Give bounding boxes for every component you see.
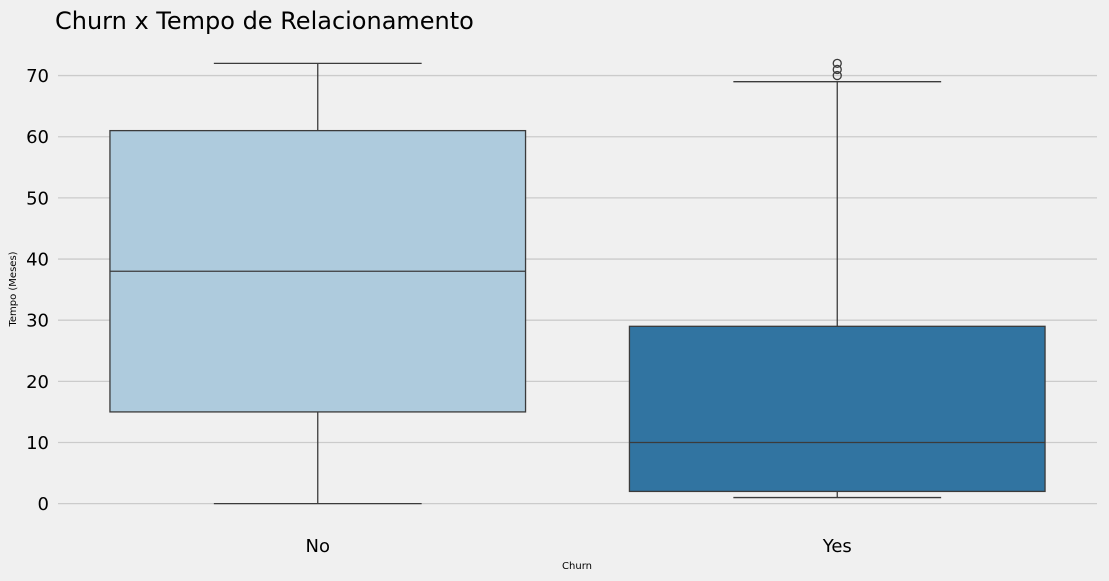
outlier-point	[832, 64, 842, 75]
outlier-point	[832, 70, 842, 81]
x-tick-label: No	[306, 536, 330, 557]
outlier-point	[832, 58, 842, 68]
x-tick-labels: No Yes	[306, 536, 852, 557]
y-tick-label: 30	[26, 311, 49, 332]
chart-title: Churn x Tempo de Relacionamento	[55, 7, 474, 35]
y-tick-labels: 0 10 20 30 40 50 60 70	[26, 66, 49, 515]
y-tick-label: 60	[26, 127, 49, 148]
y-tick-label: 20	[26, 372, 49, 393]
y-tick-label: 50	[26, 188, 49, 209]
x-tick-label: Yes	[822, 536, 852, 557]
y-tick-label: 0	[38, 494, 49, 515]
y-axis-label: Tempo (Meses)	[8, 251, 19, 327]
y-tick-label: 10	[26, 433, 49, 454]
box-no	[109, 62, 527, 505]
x-axis-label: Churn	[562, 561, 592, 572]
y-tick-label: 40	[26, 250, 49, 271]
iqr-box	[628, 325, 1046, 493]
box-yes	[628, 58, 1046, 499]
y-tick-label: 70	[26, 66, 49, 87]
boxes-layer	[109, 58, 1046, 505]
